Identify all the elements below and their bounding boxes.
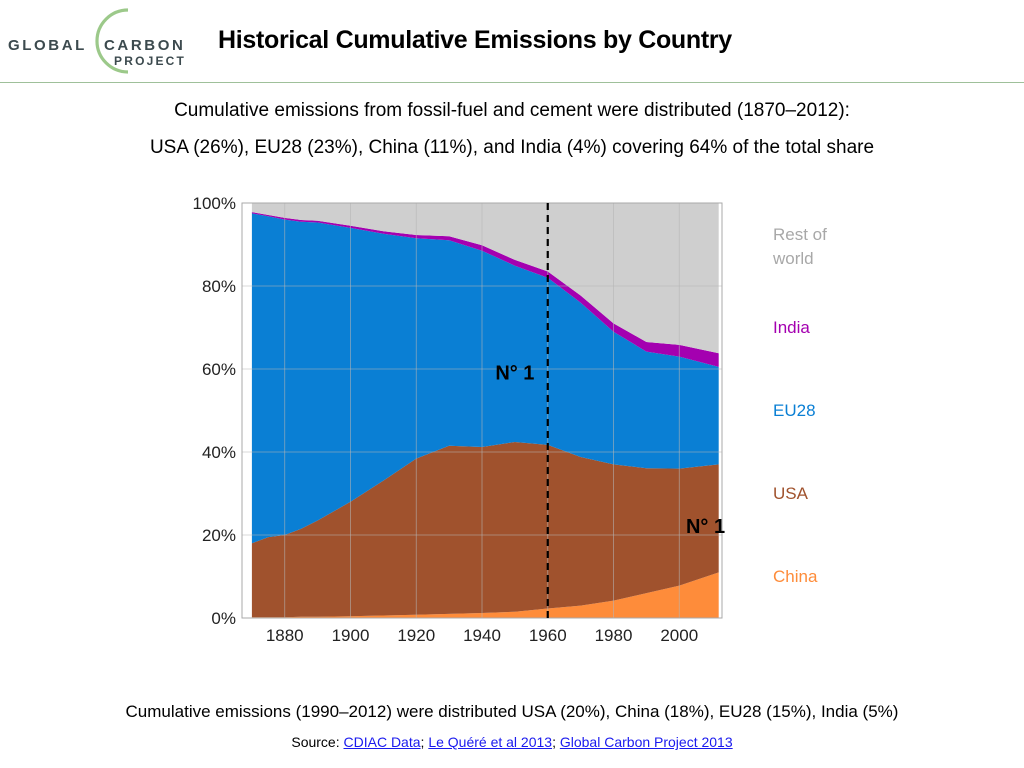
logo-left-word: GLOBAL: [8, 37, 87, 54]
source-line: Source: CDIAC Data; Le Quéré et al 2013;…: [0, 734, 1024, 750]
area-china: [251, 572, 719, 618]
global-carbon-project-logo: GLOBAL CARBON PROJECT: [8, 8, 186, 74]
legend-entry: Rest of world: [772, 225, 827, 268]
subtitle-line-1: Cumulative emissions from fossil-fuel an…: [174, 100, 850, 121]
footer-note: Cumulative emissions (1990–2012) were di…: [125, 702, 899, 721]
y-tick-label: 100%: [193, 194, 236, 213]
y-tick-label: 40%: [202, 443, 236, 462]
header-divider: [0, 82, 1024, 83]
x-tick-label: 1960: [529, 626, 567, 645]
subtitle-line-2: USA (26%), EU28 (23%), China (11%), and …: [149, 137, 875, 158]
x-tick-labels: 1880 1900 1920 1940 1960 1980 2000: [266, 626, 698, 645]
y-tick-label: 20%: [202, 526, 236, 545]
logo-arc-icon: [95, 8, 129, 74]
source-separator: ;: [420, 734, 429, 750]
x-tick-label: 1920: [397, 626, 435, 645]
x-tick-label: 1900: [332, 626, 370, 645]
y-tick-label: 0%: [211, 609, 236, 628]
legend-entry: China: [773, 567, 818, 586]
legend: Rest of world India EU28 USA China: [772, 225, 827, 586]
annotation-label: N° 1: [495, 362, 534, 384]
x-tick-label: 2000: [660, 626, 698, 645]
source-prefix: Source:: [291, 734, 344, 750]
logo-right-word: CARBON: [104, 37, 185, 54]
y-tick-labels: 0% 20% 40% 60% 80% 100%: [193, 194, 236, 628]
legend-entry: USA: [773, 484, 809, 503]
area-india: [251, 212, 719, 367]
plot-frame: [241, 202, 723, 619]
annotations: N° 1 N° 1: [495, 362, 725, 538]
cumulative-emissions-chart: 0%20%40%60%80%100% 1880 1900 1920 1940 1960 1…: [193, 194, 828, 645]
annotation-label: N° 1: [686, 516, 725, 538]
le-quere-link[interactable]: Le Quéré et al 2013: [428, 734, 553, 750]
source-separator: ;: [552, 734, 560, 750]
legend-entry: EU28: [773, 401, 816, 420]
y-tick-label: 60%: [202, 360, 236, 379]
logo-sub-word: PROJECT: [114, 54, 186, 68]
legend-entry: India: [773, 318, 810, 337]
x-tick-label: 1880: [266, 626, 304, 645]
area-rest-of-world: [251, 203, 719, 354]
x-tick-label: 1940: [463, 626, 501, 645]
cdiac-data-link[interactable]: CDIAC Data: [343, 734, 421, 750]
area-layers: [251, 203, 719, 618]
x-tick-label: 1980: [595, 626, 633, 645]
global-carbon-project-link[interactable]: Global Carbon Project 2013: [559, 734, 733, 750]
y-tick-label: 80%: [202, 277, 236, 296]
area-usa: [251, 442, 719, 618]
area-eu28: [251, 213, 719, 544]
page-title: Historical Cumulative Emissions by Count…: [218, 26, 732, 54]
